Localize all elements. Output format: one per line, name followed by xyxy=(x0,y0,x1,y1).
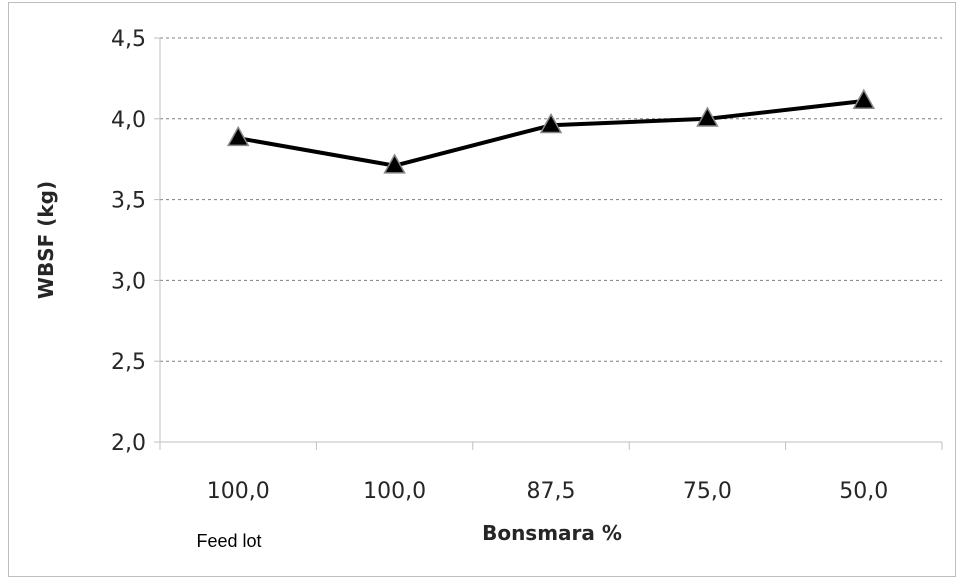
gridlines xyxy=(160,37,942,362)
y-tick-labels: 2,0 2,5 3,0 3,5 4,0 4,5 xyxy=(111,27,146,456)
x-tick-label: 100,0 xyxy=(207,479,270,504)
chart-frame xyxy=(8,2,956,577)
feed-lot-note: Feed lot xyxy=(196,531,261,551)
y-tick-label: 4,0 xyxy=(111,108,146,133)
y-axis-title: WBSF (kg) xyxy=(34,181,58,299)
y-tick-label: 2,0 xyxy=(111,431,146,456)
y-tick-label: 3,0 xyxy=(111,269,146,294)
data-series xyxy=(226,88,876,174)
x-tick-label: 50,0 xyxy=(839,479,888,504)
y-tick-label: 3,5 xyxy=(111,189,146,214)
triangle-marker xyxy=(539,112,563,134)
axes xyxy=(154,37,943,450)
y-tick-label: 4,5 xyxy=(111,27,146,52)
x-tick-label: 75,0 xyxy=(683,479,732,504)
triangle-marker xyxy=(852,88,876,109)
x-axis-title: Bonsmara % xyxy=(482,521,622,545)
x-tick-label: 100,0 xyxy=(363,479,426,504)
triangle-marker xyxy=(696,106,719,127)
x-tick-label: 87,5 xyxy=(527,479,576,504)
y-tick-label: 2,5 xyxy=(111,350,146,375)
triangle-marker xyxy=(383,153,406,174)
triangle-marker xyxy=(226,125,250,147)
x-tick-labels: 100,0 100,0 87,5 75,0 50,0 xyxy=(207,479,889,504)
series-line xyxy=(237,99,865,168)
